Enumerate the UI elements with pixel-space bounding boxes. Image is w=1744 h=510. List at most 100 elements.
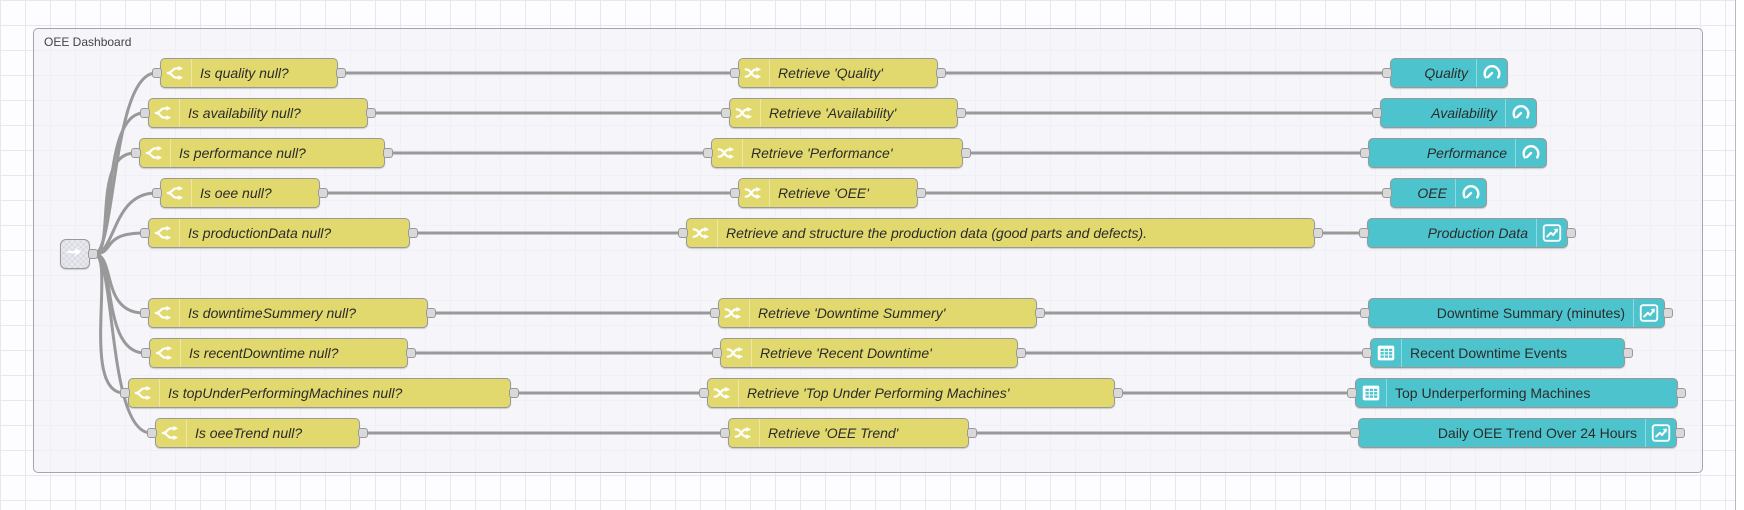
gauge-icon: [1455, 179, 1486, 207]
input-port[interactable]: [730, 68, 740, 78]
input-port[interactable]: [703, 148, 713, 158]
node-label: Is oeeTrend null?: [195, 425, 303, 441]
output-port[interactable]: [1313, 228, 1323, 238]
node-label: Retrieve 'Recent Downtime': [760, 345, 932, 361]
input-port[interactable]: [712, 348, 722, 358]
input-port[interactable]: [1382, 68, 1392, 78]
input-port[interactable]: [140, 108, 150, 118]
input-port[interactable]: [152, 188, 162, 198]
change-icon: [729, 419, 760, 447]
output-port[interactable]: [383, 148, 393, 158]
input-port[interactable]: [699, 388, 709, 398]
dashboard-node[interactable]: Performance: [1360, 138, 1547, 168]
output-port[interactable]: [426, 308, 436, 318]
input-port[interactable]: [1382, 188, 1392, 198]
switch-node[interactable]: Is quality null?: [152, 58, 346, 88]
input-port[interactable]: [131, 148, 141, 158]
node-label: Top Underperforming Machines: [1395, 385, 1591, 401]
output-port[interactable]: [1035, 308, 1045, 318]
output-port[interactable]: [318, 188, 328, 198]
wire[interactable]: [92, 151, 137, 256]
output-port[interactable]: [956, 108, 966, 118]
input-port[interactable]: [1347, 388, 1357, 398]
output-port[interactable]: [406, 348, 416, 358]
dashboard-node[interactable]: Top Underperforming Machines: [1347, 378, 1686, 408]
change-node[interactable]: Retrieve 'Availability': [721, 98, 966, 128]
switch-node[interactable]: Is topUnderPerformingMachines null?: [120, 378, 519, 408]
node-label: Production Data: [1427, 225, 1528, 241]
chart-icon: [1645, 419, 1676, 447]
output-port[interactable]: [1675, 428, 1685, 438]
switch-node[interactable]: Is availability null?: [140, 98, 376, 128]
link-in-node[interactable]: [60, 239, 98, 269]
output-port[interactable]: [1113, 388, 1123, 398]
dashboard-node[interactable]: Downtime Summary (minutes): [1360, 298, 1673, 328]
input-port[interactable]: [710, 308, 720, 318]
node-label: Daily OEE Trend Over 24 Hours: [1437, 425, 1637, 441]
dashboard-node[interactable]: Availability: [1372, 98, 1537, 128]
dashboard-node[interactable]: Quality: [1382, 58, 1508, 88]
dashboard-node[interactable]: OEE: [1382, 178, 1487, 208]
output-port[interactable]: [366, 108, 376, 118]
change-node[interactable]: Retrieve 'Top Under Performing Machines': [699, 378, 1123, 408]
switch-icon: [161, 179, 192, 207]
node-label: Is oee null?: [200, 185, 272, 201]
change-node[interactable]: Retrieve 'Recent Downtime': [712, 338, 1026, 368]
dashboard-node[interactable]: Production Data: [1359, 218, 1576, 248]
output-port[interactable]: [1016, 348, 1026, 358]
input-port[interactable]: [152, 68, 162, 78]
change-node[interactable]: Retrieve 'OEE': [730, 178, 926, 208]
output-port[interactable]: [916, 188, 926, 198]
input-port[interactable]: [140, 228, 150, 238]
change-icon: [739, 179, 770, 207]
switch-node[interactable]: Is oee null?: [152, 178, 328, 208]
canvas-edge-divider: [1735, 0, 1736, 510]
output-port[interactable]: [1623, 348, 1633, 358]
input-port[interactable]: [1362, 348, 1372, 358]
input-port[interactable]: [678, 228, 688, 238]
input-port[interactable]: [147, 428, 157, 438]
input-port[interactable]: [120, 388, 130, 398]
switch-node[interactable]: Is downtimeSummery null?: [140, 298, 436, 328]
output-port[interactable]: [936, 68, 946, 78]
input-port[interactable]: [141, 348, 151, 358]
switch-node[interactable]: Is productionData null?: [140, 218, 418, 248]
output-port[interactable]: [88, 249, 98, 259]
change-icon: [708, 379, 739, 407]
input-port[interactable]: [720, 428, 730, 438]
change-icon: [719, 299, 750, 327]
output-port[interactable]: [1566, 228, 1576, 238]
change-node[interactable]: Retrieve 'Quality': [730, 58, 946, 88]
wire[interactable]: [92, 252, 153, 435]
dashboard-node[interactable]: Daily OEE Trend Over 24 Hours: [1350, 418, 1685, 448]
switch-node[interactable]: Is performance null?: [131, 138, 393, 168]
output-port[interactable]: [336, 68, 346, 78]
output-port[interactable]: [358, 428, 368, 438]
input-port[interactable]: [1350, 428, 1360, 438]
output-port[interactable]: [1676, 388, 1686, 398]
output-port[interactable]: [509, 388, 519, 398]
input-port[interactable]: [721, 108, 731, 118]
switch-node[interactable]: Is oeeTrend null?: [147, 418, 368, 448]
change-node[interactable]: Retrieve 'Performance': [703, 138, 971, 168]
input-port[interactable]: [1359, 228, 1369, 238]
output-port[interactable]: [1663, 308, 1673, 318]
input-port[interactable]: [1360, 308, 1370, 318]
output-port[interactable]: [408, 228, 418, 238]
output-port[interactable]: [961, 148, 971, 158]
change-node[interactable]: Retrieve 'Downtime Summery': [710, 298, 1045, 328]
change-node[interactable]: Retrieve 'OEE Trend': [720, 418, 977, 448]
input-port[interactable]: [1372, 108, 1382, 118]
node-label: Is topUnderPerformingMachines null?: [168, 385, 403, 401]
dashboard-node[interactable]: Recent Downtime Events: [1362, 338, 1633, 368]
node-label: Performance: [1426, 145, 1507, 161]
change-node[interactable]: Retrieve and structure the production da…: [678, 218, 1323, 248]
switch-node[interactable]: Is recentDowntime null?: [141, 338, 416, 368]
output-port[interactable]: [967, 428, 977, 438]
input-port[interactable]: [730, 188, 740, 198]
wire[interactable]: [92, 231, 146, 256]
input-port[interactable]: [140, 308, 150, 318]
input-port[interactable]: [1360, 148, 1370, 158]
